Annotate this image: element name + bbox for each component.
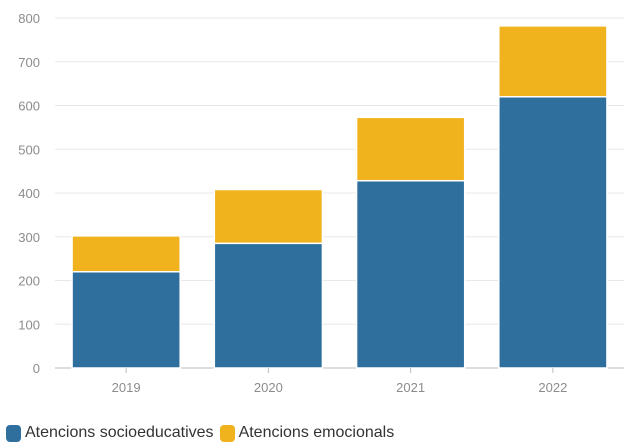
bar-2019-series-2[interactable] (71, 235, 181, 273)
y-tick-label: 300 (18, 230, 40, 245)
axes: 0 100 200 300 400 500 600 700 800 2019 2020 2021 202… (18, 11, 567, 395)
y-tick-label: 500 (18, 142, 40, 157)
bar-2020-series-2[interactable] (213, 188, 324, 245)
y-tick-label: 0 (33, 361, 40, 376)
legend-item-emocionals[interactable]: Atencions emocionals (219, 424, 395, 442)
bar-2019-series-1[interactable] (71, 271, 181, 369)
legend-swatch-socioeducatives (6, 424, 21, 442)
y-tick-label: 200 (18, 274, 40, 289)
bars (71, 25, 608, 369)
bar-2022-series-1[interactable] (498, 96, 608, 369)
bar-2020-series-1[interactable] (213, 242, 324, 369)
x-tick-label: 2021 (396, 380, 425, 395)
legend-swatch-emocionals (219, 424, 235, 442)
y-tick-label: 800 (18, 11, 40, 26)
legend-label-socioeducatives: Atencions socioeducatives (25, 424, 214, 441)
x-tick-label: 2022 (538, 380, 567, 395)
bar-2022-series-2[interactable] (498, 25, 608, 98)
y-tick-label: 700 (18, 55, 40, 70)
x-tick-label: 2019 (112, 380, 141, 395)
y-tick-label: 100 (18, 317, 40, 332)
legend-label-emocionals: Atencions emocionals (238, 424, 395, 441)
legend-item-socioeducatives[interactable]: Atencions socioeducatives (6, 424, 214, 442)
y-tick-label: 400 (18, 186, 40, 201)
legend: Atencions socioeducatives Atencions emoc… (6, 424, 400, 442)
bar-2021-series-1[interactable] (355, 180, 466, 369)
x-tick-label: 2020 (254, 380, 283, 395)
bar-2021-series-2[interactable] (355, 116, 466, 182)
y-tick-label: 600 (18, 99, 40, 114)
